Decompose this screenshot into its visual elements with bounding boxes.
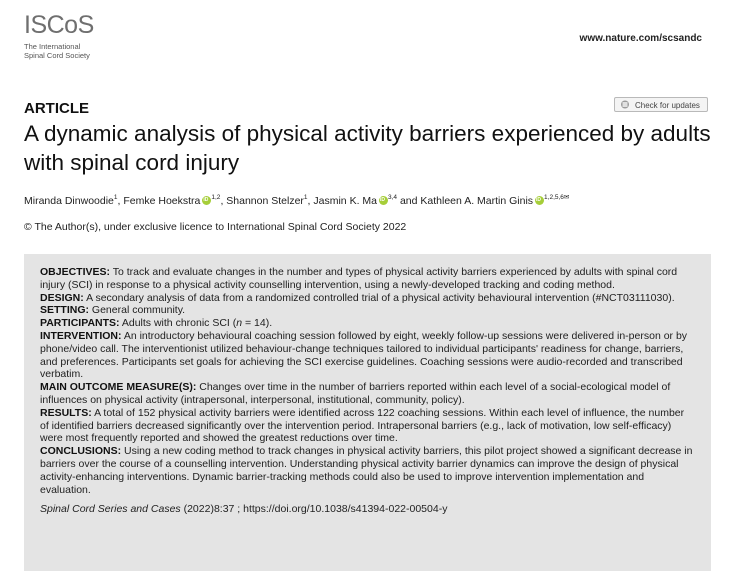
section-text: Changes over time in the number of barri… xyxy=(40,381,671,406)
orcid-icon[interactable] xyxy=(202,196,212,205)
logo-subtitle-line1: The International xyxy=(24,42,81,51)
license-statement: © The Author(s), under exclusive licence… xyxy=(24,221,407,233)
abstract-outcome: MAIN OUTCOME MEASURE(S): Changes over ti… xyxy=(40,381,695,407)
section-text: A total of 152 physical activity barrier… xyxy=(40,406,685,445)
author-list: Miranda Dinwoodie1, Femke Hoekstra1,2, S… xyxy=(24,191,569,208)
section-label: OBJECTIVES: xyxy=(40,266,111,278)
section-label: INTERVENTION: xyxy=(40,329,122,342)
citation-line: Spinal Cord Series and Cases (2022)8:37 … xyxy=(40,503,695,516)
article-title: A dynamic analysis of physical activity … xyxy=(24,121,711,175)
abstract-setting: SETTING: General community. xyxy=(40,304,695,317)
section-text: Adults with chronic SCI ( xyxy=(121,317,237,330)
check-updates-icon xyxy=(621,100,629,109)
author-name[interactable]: Jasmin K. Ma xyxy=(313,195,377,207)
journal-url[interactable]: www.nature.com/scsandc xyxy=(579,33,702,44)
check-updates-label: Check for updates xyxy=(635,101,700,110)
section-label: PARTICIPANTS: xyxy=(40,317,120,330)
author-affiliation: 1 xyxy=(113,194,118,201)
author-name[interactable]: Kathleen A. Martin Ginis xyxy=(420,195,534,207)
abstract-intervention: INTERVENTION: An introductory behavioura… xyxy=(40,330,695,381)
orcid-icon[interactable] xyxy=(379,196,388,205)
abstract-design: DESIGN: A secondary analysis of data fro… xyxy=(40,292,695,305)
citation-details[interactable]: (2022)8:37 ; https://doi.org/10.1038/s41… xyxy=(180,503,448,516)
abstract-conclusions: CONCLUSIONS: Using a new coding method t… xyxy=(40,445,695,496)
check-for-updates-button[interactable]: Check for updates xyxy=(614,97,708,112)
section-text: An introductory behavioural coaching ses… xyxy=(40,329,688,381)
logo-wordmark: ISCoS xyxy=(24,11,94,39)
author-affiliation: 1,2,5,6✉ xyxy=(544,194,570,201)
abstract-results: RESULTS: A total of 152 physical activit… xyxy=(40,407,695,445)
author-affiliation: 3,4 xyxy=(388,194,398,201)
section-text: To track and evaluate changes in the num… xyxy=(40,266,678,291)
section-label: SETTING: xyxy=(40,304,89,317)
orcid-icon[interactable] xyxy=(535,196,545,205)
section-label: CONCLUSIONS: xyxy=(40,445,122,458)
section-text: General community. xyxy=(91,304,186,317)
section-text: = 14). xyxy=(242,317,273,330)
section-label: DESIGN: xyxy=(40,291,84,304)
article-type-label: ARTICLE xyxy=(24,100,89,117)
abstract-box: OBJECTIVES: To track and evaluate change… xyxy=(24,254,711,571)
author-affiliation: 1 xyxy=(303,194,308,201)
author-name[interactable]: Shannon Stelzer xyxy=(226,195,304,207)
journal-name: Spinal Cord Series and Cases xyxy=(40,503,181,516)
section-label: RESULTS: xyxy=(40,406,92,419)
abstract-objectives: OBJECTIVES: To track and evaluate change… xyxy=(40,266,695,292)
section-text: A secondary analysis of data from a rand… xyxy=(86,291,675,304)
author-affiliation: 1,2 xyxy=(211,194,221,201)
abstract-participants: PARTICIPANTS: Adults with chronic SCI (n… xyxy=(40,317,695,330)
author-name[interactable]: Miranda Dinwoodie xyxy=(24,195,114,207)
section-text: Using a new coding method to track chang… xyxy=(40,445,693,496)
logo-subtitle-line2: Spinal Cord Society xyxy=(24,51,90,60)
author-name[interactable]: Femke Hoekstra xyxy=(123,195,201,207)
iscos-logo: ISCoS The International Spinal Cord Soci… xyxy=(24,10,104,70)
section-label: MAIN OUTCOME MEASURE(S): xyxy=(40,381,197,394)
sample-size-symbol: n xyxy=(236,317,243,330)
